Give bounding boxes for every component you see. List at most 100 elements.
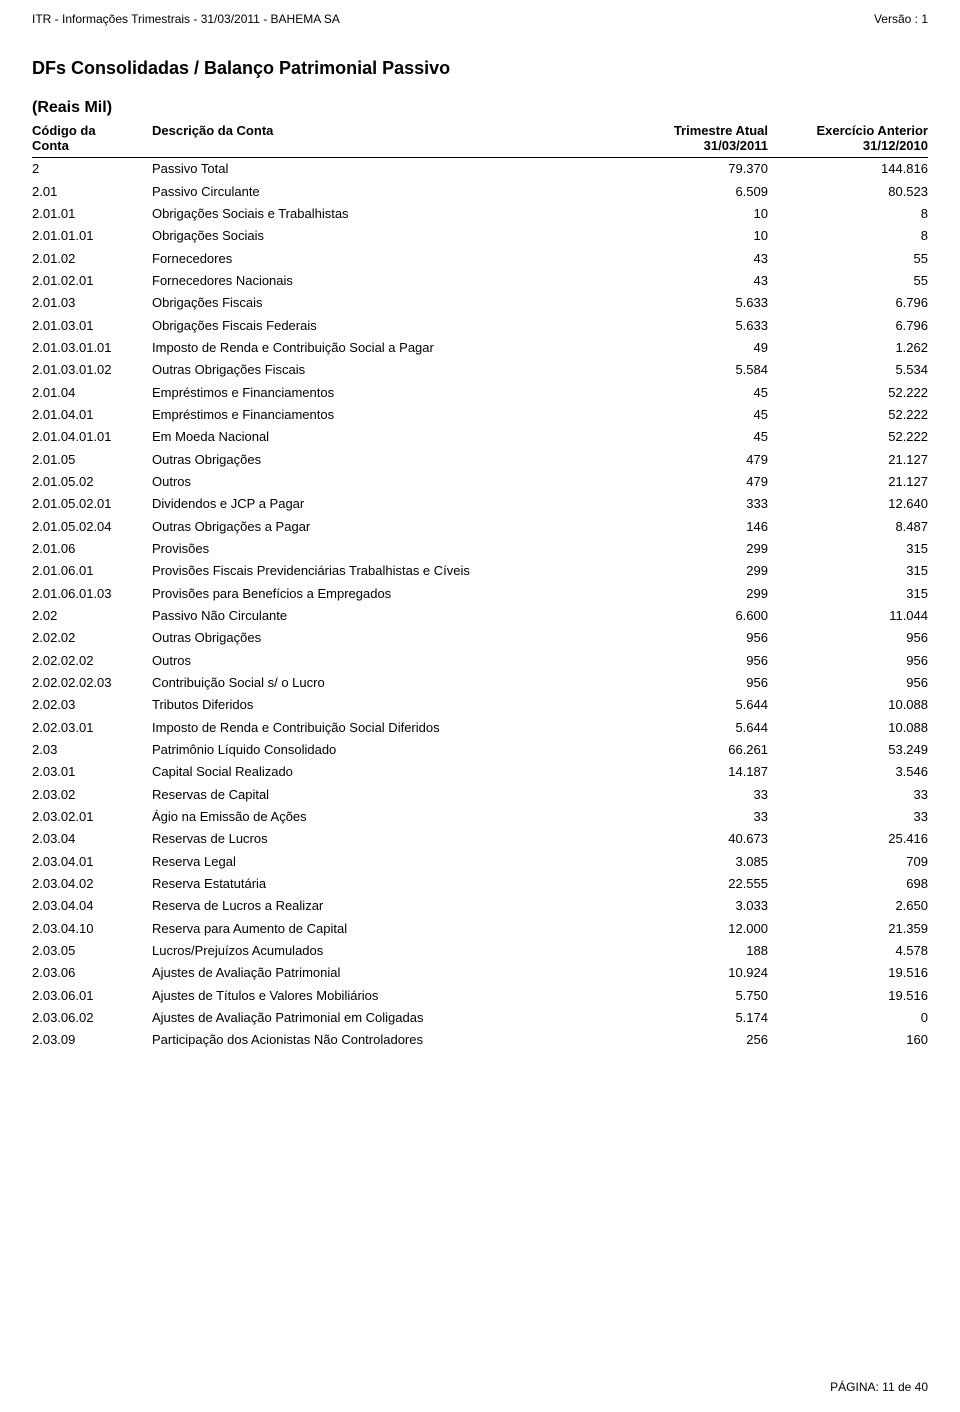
- cell-v1: 10: [628, 205, 768, 223]
- cell-code: 2.01.04: [32, 384, 152, 402]
- header-right: Versão : 1: [874, 12, 928, 26]
- table-row: 2Passivo Total79.370144.816: [32, 158, 928, 180]
- cell-desc: Capital Social Realizado: [152, 763, 628, 781]
- cell-v1: 3.033: [628, 897, 768, 915]
- cell-v2: 956: [768, 652, 928, 670]
- cell-desc: Imposto de Renda e Contribuição Social D…: [152, 719, 628, 737]
- table-row: 2.03.06.02Ajustes de Avaliação Patrimoni…: [32, 1006, 928, 1028]
- table-row: 2.02.02Outras Obrigações956956: [32, 627, 928, 649]
- cell-v1: 49: [628, 339, 768, 357]
- cell-v1: 33: [628, 786, 768, 804]
- cell-desc: Outras Obrigações Fiscais: [152, 361, 628, 379]
- cell-v1: 5.584: [628, 361, 768, 379]
- cell-v1: 79.370: [628, 160, 768, 178]
- cell-v1: 5.174: [628, 1009, 768, 1027]
- cell-code: 2.01.05.02.01: [32, 495, 152, 513]
- cell-code: 2.02.03.01: [32, 719, 152, 737]
- cell-code: 2.01.05.02.04: [32, 518, 152, 536]
- cell-desc: Reserva Estatutária: [152, 875, 628, 893]
- cell-v2: 25.416: [768, 830, 928, 848]
- cell-desc: Passivo Total: [152, 160, 628, 178]
- cell-desc: Ajustes de Avaliação Patrimonial em Coli…: [152, 1009, 628, 1027]
- cell-v1: 256: [628, 1031, 768, 1049]
- cell-v2: 11.044: [768, 607, 928, 625]
- cell-desc: Passivo Não Circulante: [152, 607, 628, 625]
- table-row: 2.01.01Obrigações Sociais e Trabalhistas…: [32, 203, 928, 225]
- table-row: 2.03.09Participação dos Acionistas Não C…: [32, 1029, 928, 1051]
- cell-v2: 33: [768, 786, 928, 804]
- cell-v2: 144.816: [768, 160, 928, 178]
- table-row: 2.02.03Tributos Diferidos5.64410.088: [32, 694, 928, 716]
- cell-v2: 33: [768, 808, 928, 826]
- col-header-v1: Trimestre Atual 31/03/2011: [628, 123, 768, 153]
- cell-desc: Fornecedores Nacionais: [152, 272, 628, 290]
- cell-v1: 299: [628, 562, 768, 580]
- table-row: 2.01.01.01Obrigações Sociais108: [32, 225, 928, 247]
- table-row: 2.03Patrimônio Líquido Consolidado66.261…: [32, 739, 928, 761]
- col-header-v2-l2: 31/12/2010: [863, 138, 928, 153]
- cell-code: 2.03.04.10: [32, 920, 152, 938]
- cell-code: 2: [32, 160, 152, 178]
- header-left: ITR - Informações Trimestrais - 31/03/20…: [32, 12, 340, 26]
- cell-code: 2.02.03: [32, 696, 152, 714]
- cell-code: 2.01.03.01: [32, 317, 152, 335]
- cell-desc: Obrigações Fiscais Federais: [152, 317, 628, 335]
- cell-v1: 6.509: [628, 183, 768, 201]
- cell-code: 2.01.01.01: [32, 227, 152, 245]
- cell-v1: 22.555: [628, 875, 768, 893]
- cell-v2: 12.640: [768, 495, 928, 513]
- section-title: DFs Consolidadas / Balanço Patrimonial P…: [0, 30, 960, 87]
- cell-v2: 52.222: [768, 384, 928, 402]
- cell-desc: Outros: [152, 652, 628, 670]
- table-row: 2.01.05.02.04Outras Obrigações a Pagar14…: [32, 515, 928, 537]
- cell-v2: 6.796: [768, 317, 928, 335]
- cell-code: 2.02: [32, 607, 152, 625]
- cell-v1: 10.924: [628, 964, 768, 982]
- cell-v1: 479: [628, 451, 768, 469]
- cell-v2: 55: [768, 250, 928, 268]
- cell-desc: Reserva Legal: [152, 853, 628, 871]
- cell-v2: 19.516: [768, 987, 928, 1005]
- cell-code: 2.01.04.01: [32, 406, 152, 424]
- cell-code: 2.01: [32, 183, 152, 201]
- table-row: 2.01.05Outras Obrigações47921.127: [32, 448, 928, 470]
- cell-v1: 33: [628, 808, 768, 826]
- cell-desc: Fornecedores: [152, 250, 628, 268]
- table-row: 2.01.04.01Empréstimos e Financiamentos45…: [32, 404, 928, 426]
- table-row: 2.01.06.01.03Provisões para Benefícios a…: [32, 582, 928, 604]
- cell-v1: 5.644: [628, 719, 768, 737]
- cell-code: 2.03.02.01: [32, 808, 152, 826]
- cell-v1: 333: [628, 495, 768, 513]
- section-subtitle: (Reais Mil): [0, 87, 960, 123]
- cell-code: 2.03.06.01: [32, 987, 152, 1005]
- cell-v1: 43: [628, 272, 768, 290]
- cell-v2: 52.222: [768, 428, 928, 446]
- cell-code: 2.02.02.02.03: [32, 674, 152, 692]
- cell-v2: 55: [768, 272, 928, 290]
- cell-v2: 8.487: [768, 518, 928, 536]
- cell-code: 2.03.06: [32, 964, 152, 982]
- cell-desc: Patrimônio Líquido Consolidado: [152, 741, 628, 759]
- col-header-v1-l1: Trimestre Atual: [674, 123, 768, 138]
- cell-code: 2.01.05: [32, 451, 152, 469]
- cell-code: 2.01.06.01: [32, 562, 152, 580]
- table-row: 2.03.04.10Reserva para Aumento de Capita…: [32, 917, 928, 939]
- cell-code: 2.03.04.02: [32, 875, 152, 893]
- cell-v1: 956: [628, 629, 768, 647]
- col-header-code: Código da Conta: [32, 123, 152, 153]
- cell-v2: 1.262: [768, 339, 928, 357]
- table-row: 2.03.04.01Reserva Legal3.085709: [32, 850, 928, 872]
- cell-code: 2.03.01: [32, 763, 152, 781]
- table-row: 2.01.03.01Obrigações Fiscais Federais5.6…: [32, 314, 928, 336]
- cell-desc: Passivo Circulante: [152, 183, 628, 201]
- cell-v2: 4.578: [768, 942, 928, 960]
- col-header-desc: Descrição da Conta: [152, 123, 628, 153]
- cell-desc: Outras Obrigações a Pagar: [152, 518, 628, 536]
- cell-desc: Obrigações Fiscais: [152, 294, 628, 312]
- table-row: 2.02Passivo Não Circulante6.60011.044: [32, 605, 928, 627]
- cell-code: 2.03.04: [32, 830, 152, 848]
- cell-desc: Empréstimos e Financiamentos: [152, 384, 628, 402]
- cell-v1: 10: [628, 227, 768, 245]
- cell-code: 2.01.01: [32, 205, 152, 223]
- cell-desc: Ajustes de Avaliação Patrimonial: [152, 964, 628, 982]
